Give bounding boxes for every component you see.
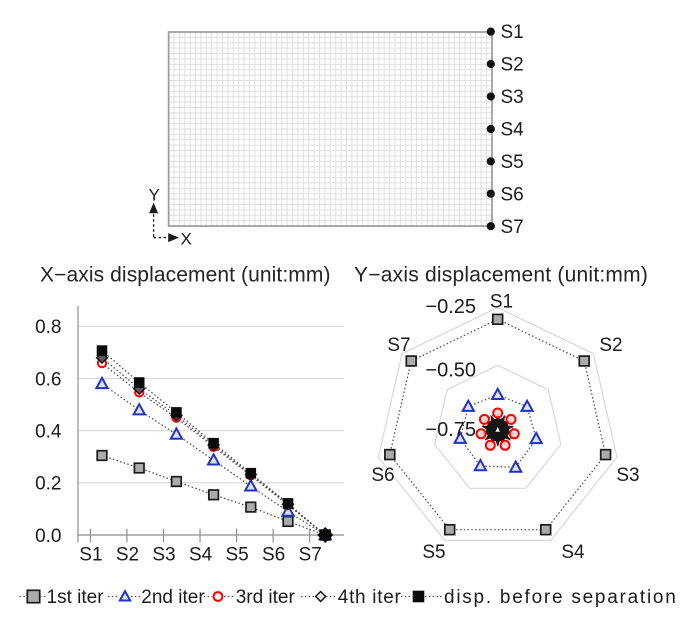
svg-text:S4: S4 xyxy=(189,545,213,566)
svg-text:0.6: 0.6 xyxy=(35,369,61,390)
svg-text:disp. before separation: disp. before separation xyxy=(444,587,678,608)
svg-text:X−axis displacement (unit:mm): X−axis displacement (unit:mm) xyxy=(40,264,331,287)
svg-text:1st iter: 1st iter xyxy=(47,587,105,608)
svg-text:4th iter: 4th iter xyxy=(338,587,402,608)
svg-text:2nd iter: 2nd iter xyxy=(141,587,205,608)
svg-text:−0.75: −0.75 xyxy=(425,419,476,441)
svg-text:0.2: 0.2 xyxy=(35,474,61,495)
svg-text:S5: S5 xyxy=(225,545,248,566)
svg-text:3rd iter: 3rd iter xyxy=(236,587,296,608)
svg-text:S3: S3 xyxy=(152,545,175,566)
svg-text:0.0: 0.0 xyxy=(35,526,61,547)
svg-text:S5: S5 xyxy=(501,152,524,173)
svg-text:S6: S6 xyxy=(501,184,524,205)
svg-text:Y: Y xyxy=(149,186,160,205)
svg-text:−0.50: −0.50 xyxy=(425,360,476,382)
svg-text:S3: S3 xyxy=(501,87,524,108)
svg-text:S7: S7 xyxy=(501,217,524,238)
svg-text:S7: S7 xyxy=(299,545,322,566)
svg-text:−0.25: −0.25 xyxy=(425,296,476,318)
svg-text:S4: S4 xyxy=(561,542,585,563)
svg-text:S6: S6 xyxy=(371,465,394,486)
svg-text:S4: S4 xyxy=(501,120,525,141)
svg-text:S1: S1 xyxy=(490,291,513,312)
svg-text:S2: S2 xyxy=(116,545,139,566)
svg-text:S7: S7 xyxy=(387,335,410,356)
svg-text:0.4: 0.4 xyxy=(35,422,62,443)
svg-text:S6: S6 xyxy=(262,545,285,566)
svg-text:X: X xyxy=(181,230,192,249)
svg-text:S1: S1 xyxy=(501,22,524,43)
svg-text:S2: S2 xyxy=(599,335,622,356)
svg-text:S3: S3 xyxy=(616,465,639,486)
svg-text:S2: S2 xyxy=(501,55,524,76)
svg-text:0.8: 0.8 xyxy=(35,317,61,338)
svg-text:Y−axis displacement (unit:mm): Y−axis displacement (unit:mm) xyxy=(354,264,648,287)
svg-text:S5: S5 xyxy=(422,542,445,563)
svg-text:S1: S1 xyxy=(79,545,102,566)
